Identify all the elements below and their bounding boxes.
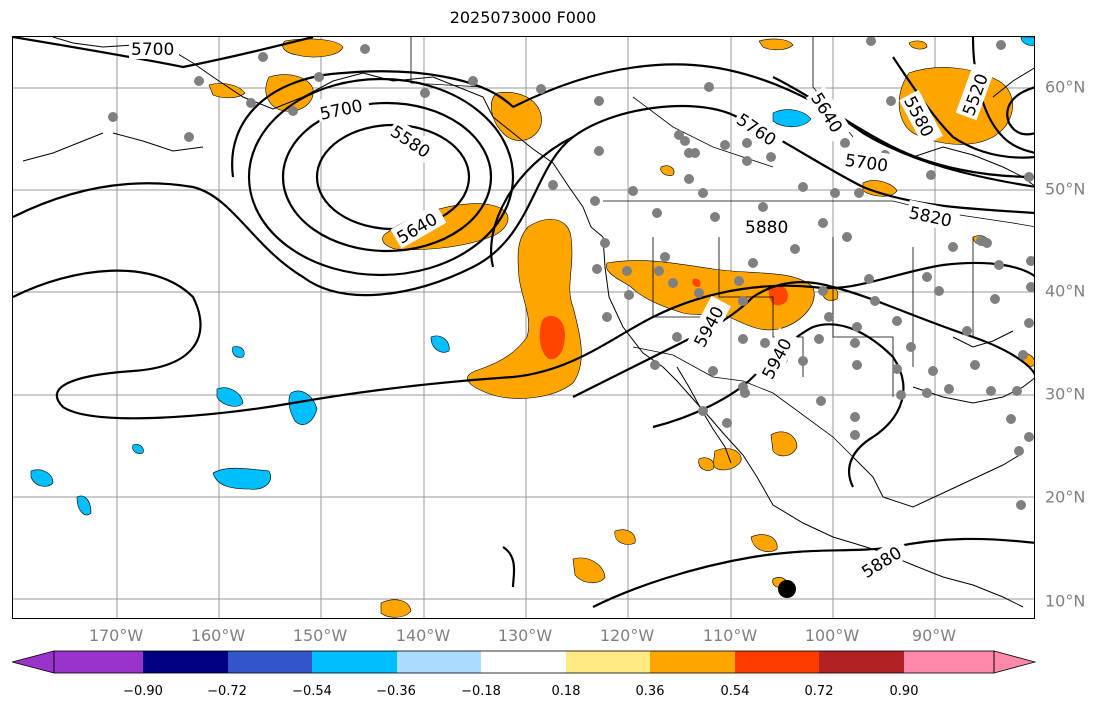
- colorbar-tick-6: 0.18: [551, 684, 581, 699]
- colorbar-segment: [143, 651, 228, 673]
- lat-label-10n: 10°N: [1045, 591, 1086, 611]
- lon-label-170w: 170°W: [88, 626, 144, 645]
- lon-label-100w: 100°W: [804, 626, 860, 645]
- colorbar-tick-5: −0.18: [461, 684, 501, 699]
- lon-label-120w: 120°W: [599, 626, 655, 645]
- map-canvas: 5700 5700 5580 5640 5760 5640 5580 5520 …: [13, 37, 1034, 618]
- colorbar-tick-9: 0.72: [804, 684, 834, 699]
- colorbar-segment: [228, 651, 312, 673]
- colorbar-segment: [735, 651, 819, 673]
- colorbar-segment: [819, 651, 904, 673]
- colorbar-extend-low: [12, 650, 55, 674]
- colorbar-segment: [904, 651, 994, 673]
- colorbar-tick-4: −0.36: [376, 684, 416, 699]
- positive-anomaly-areas: [208, 38, 1034, 618]
- lon-label-150w: 150°W: [292, 626, 348, 645]
- lat-label-60n: 60°N: [1045, 77, 1086, 97]
- height-contours: [13, 37, 1034, 608]
- colorbar-tick-2: −0.72: [207, 684, 247, 699]
- contour-label-5700-a: 5700: [131, 40, 174, 60]
- storm-marker-icon: [778, 580, 796, 598]
- contour-labels: 5700 5700 5580 5640 5760 5640 5580 5520 …: [129, 39, 995, 584]
- colorbar-tick-7: 0.36: [635, 684, 665, 699]
- strong-positive-anomaly-areas: [539, 278, 788, 360]
- map-panel: 5700 5700 5580 5640 5760 5640 5580 5520 …: [12, 36, 1035, 619]
- colorbar-segment: [481, 651, 566, 673]
- lon-label-110w: 110°W: [702, 626, 758, 645]
- lon-label-130w: 130°W: [497, 626, 553, 645]
- colorbar-tick-8: 0.54: [720, 684, 750, 699]
- colorbar: [12, 650, 1036, 674]
- colorbar-segment: [650, 651, 735, 673]
- contour-label-5820: 5820: [907, 203, 953, 232]
- station-dots: [108, 37, 1034, 510]
- lat-label-40n: 40°N: [1045, 281, 1086, 301]
- colorbar-outline: [53, 650, 995, 674]
- lon-label-160w: 160°W: [190, 626, 246, 645]
- colorbar-extend-high: [993, 650, 1036, 674]
- colorbar-tick-3: −0.54: [292, 684, 332, 699]
- colorbar-segment: [566, 651, 650, 673]
- negative-anomaly-areas: [30, 37, 1034, 516]
- contour-label-5880-a: 5880: [745, 218, 788, 238]
- map-title: 2025073000 F000: [449, 8, 597, 27]
- colorbar-segment: [312, 651, 397, 673]
- lon-label-140w: 140°W: [395, 626, 451, 645]
- lon-label-90w: 90°W: [911, 626, 957, 645]
- colorbar-segment: [397, 651, 481, 673]
- colorbar-tick-1: −0.90: [123, 684, 163, 699]
- lat-label-30n: 30°N: [1045, 384, 1086, 404]
- lat-label-20n: 20°N: [1045, 487, 1086, 507]
- colorbar-tick-10: 0.90: [889, 684, 919, 699]
- lat-label-50n: 50°N: [1045, 179, 1086, 199]
- colorbar-segment: [54, 651, 143, 673]
